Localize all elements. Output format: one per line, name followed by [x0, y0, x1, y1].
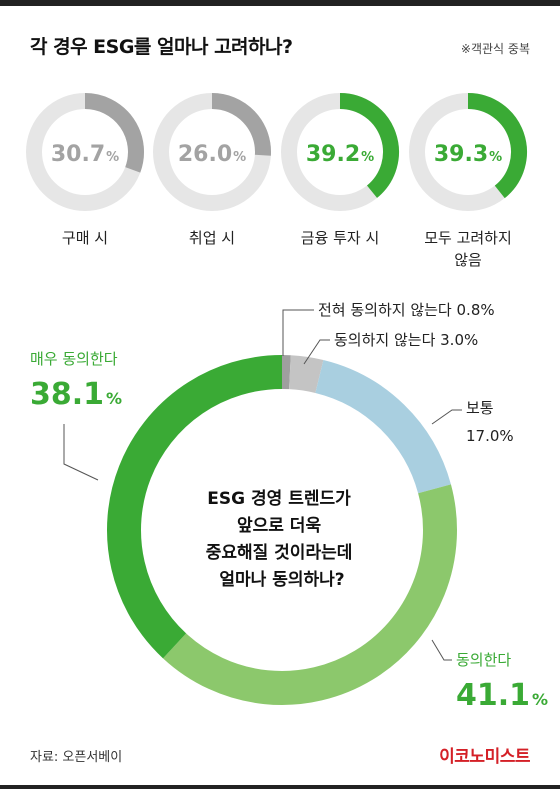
donut-slice [163, 484, 457, 705]
multiple-choice-note: ※객관식 중복 [460, 42, 530, 56]
strongly-agree-unit: % [106, 389, 122, 408]
donut-category-label: 취업 시 [189, 229, 235, 247]
donut-value-label: 30.7% [51, 142, 119, 167]
donut-value-label: 39.2% [306, 142, 374, 167]
agree-value: 41.1 [456, 678, 530, 713]
donut-value-number: 39.2 [306, 142, 360, 167]
donut-center-question: ESG 경영 트렌드가 앞으로 더욱 중요해질 것이라는데 얼마나 동의하나? [206, 489, 359, 590]
top-rule [0, 0, 560, 6]
center-line-3: 중요해질 것이라는데 [206, 542, 353, 563]
callout-strongly-disagree: 전혀 동의하지 않는다 0.8% [318, 301, 495, 319]
center-line-1: ESG 경영 트렌드가 [207, 489, 351, 509]
donut-category-label: 모두 고려하지 않음 [424, 229, 512, 269]
leader-line-strongly-disagree [282, 309, 314, 356]
big-donut-group [107, 355, 457, 705]
publisher-logo: 이코노미스트 [439, 747, 530, 767]
chart-title: 각 경우 ESG를 얼마나 고려하나? [30, 36, 293, 58]
donut-value-arc [339, 93, 399, 198]
big-donut-callouts: 전혀 동의하지 않는다 0.8% 동의하지 않는다 3.0% 보통 17.0% … [30, 301, 548, 713]
center-line-2: 앞으로 더욱 [237, 516, 321, 536]
callout-agree-label: 동의한다 [456, 651, 511, 669]
bottom-rule [0, 785, 560, 789]
leader-line-strongly-agree [63, 424, 99, 481]
donut-value-number: 39.3 [434, 142, 488, 167]
callout-agree-value: 41.1% [456, 678, 548, 713]
small-donut-group: 30.7% 구매 시 26.0% 취업 시 39.2% 금융 투자 시 39.3% 모두 고려… [26, 93, 527, 269]
agree-unit: % [532, 690, 548, 709]
leader-line-neutral [431, 409, 462, 425]
donut-value-label: 39.3% [434, 142, 502, 167]
donut-slice [288, 355, 324, 394]
callout-neutral-label: 보통 [466, 399, 494, 417]
donut-value-number: 30.7 [51, 142, 105, 167]
donut-value-unit: % [361, 150, 374, 165]
donut-category-label: 금융 투자 시 [301, 229, 380, 247]
donut-value-arc [211, 93, 271, 156]
donut-value-unit: % [233, 150, 246, 165]
donut-slice [107, 355, 283, 659]
donut-value-number: 26.0 [178, 142, 232, 167]
source-note: 자료: 오픈서베이 [30, 750, 123, 765]
strongly-agree-value: 38.1 [30, 377, 104, 412]
callout-disagree: 동의하지 않는다 3.0% [334, 331, 478, 349]
donut-slice [314, 359, 451, 494]
leader-line-agree [431, 639, 452, 661]
donut-value-unit: % [489, 150, 502, 165]
callout-strongly-agree-value: 38.1% [30, 377, 122, 412]
leader-line-disagree [303, 339, 330, 365]
donut-value-label: 26.0% [178, 142, 246, 167]
donut-value-arc [467, 93, 527, 199]
callout-neutral-value: 17.0% [466, 427, 514, 445]
donut-value-unit: % [106, 150, 119, 165]
donut-category-label: 구매 시 [62, 229, 108, 247]
callout-strongly-agree-label: 매우 동의한다 [30, 350, 118, 368]
donut-value-arc [84, 93, 144, 173]
center-line-4: 얼마나 동의하나? [219, 570, 344, 590]
